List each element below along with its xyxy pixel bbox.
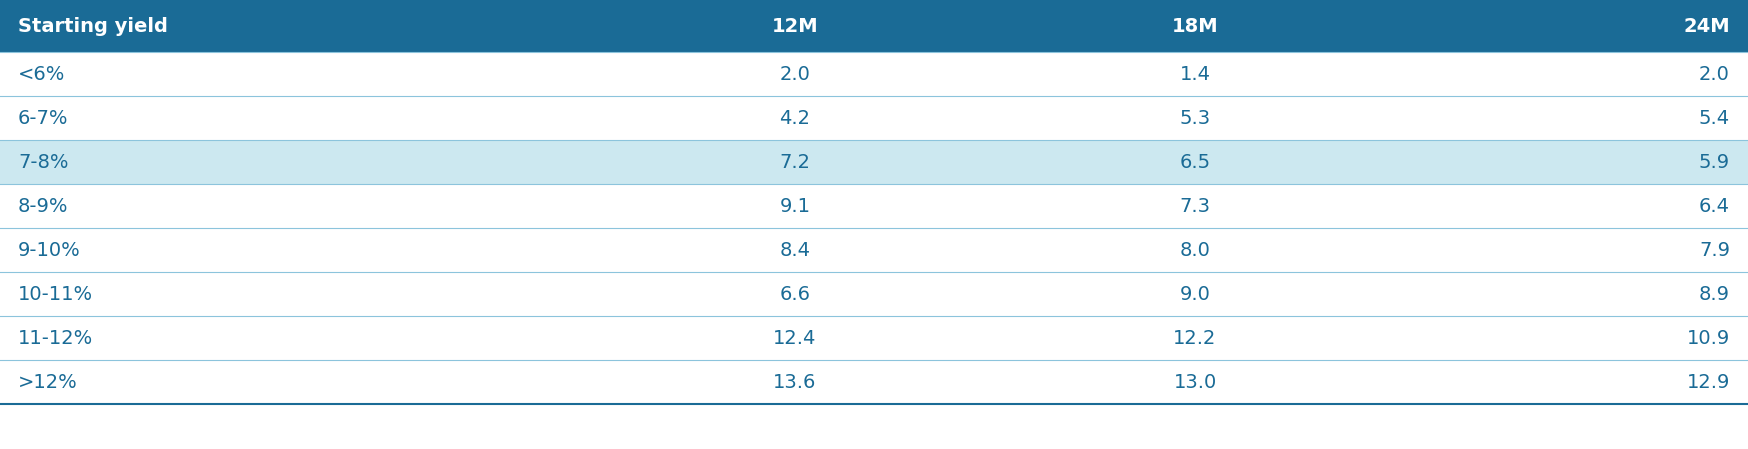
Bar: [0, 140, 1748, 184]
Text: >12%: >12%: [17, 373, 77, 392]
Text: 2.0: 2.0: [780, 65, 811, 84]
Text: 2.0: 2.0: [1699, 65, 1731, 84]
Text: 12M: 12M: [771, 17, 818, 35]
Text: 7.2: 7.2: [780, 153, 811, 172]
Text: 11-12%: 11-12%: [17, 329, 93, 348]
Bar: [0, 184, 1748, 228]
Text: 8.4: 8.4: [780, 241, 811, 260]
Text: 24M: 24M: [1683, 17, 1731, 35]
Text: 5.9: 5.9: [1699, 153, 1731, 172]
Text: Starting yield: Starting yield: [17, 17, 168, 35]
Text: 9-10%: 9-10%: [17, 241, 80, 260]
Text: 6.4: 6.4: [1699, 197, 1731, 216]
Text: 6.5: 6.5: [1180, 153, 1211, 172]
Text: 13.0: 13.0: [1173, 373, 1217, 392]
Bar: [0, 0, 1748, 52]
Text: 4.2: 4.2: [780, 109, 811, 128]
Text: 12.9: 12.9: [1687, 373, 1731, 392]
Text: 5.4: 5.4: [1699, 109, 1731, 128]
Text: 8-9%: 8-9%: [17, 197, 68, 216]
Text: 1.4: 1.4: [1180, 65, 1211, 84]
Text: 12.4: 12.4: [773, 329, 816, 348]
Text: 10.9: 10.9: [1687, 329, 1731, 348]
Text: 6.6: 6.6: [780, 285, 811, 304]
Text: 7.9: 7.9: [1699, 241, 1731, 260]
Bar: [0, 316, 1748, 360]
Bar: [0, 52, 1748, 96]
Text: 8.0: 8.0: [1180, 241, 1210, 260]
Text: 9.1: 9.1: [780, 197, 811, 216]
Text: 7.3: 7.3: [1180, 197, 1211, 216]
Text: 7-8%: 7-8%: [17, 153, 68, 172]
Bar: [0, 228, 1748, 272]
Text: <6%: <6%: [17, 65, 65, 84]
Text: 13.6: 13.6: [773, 373, 816, 392]
Bar: [0, 360, 1748, 404]
Bar: [0, 272, 1748, 316]
Text: 8.9: 8.9: [1699, 285, 1731, 304]
Text: 12.2: 12.2: [1173, 329, 1217, 348]
Text: 18M: 18M: [1171, 17, 1218, 35]
Text: 5.3: 5.3: [1180, 109, 1211, 128]
Text: 10-11%: 10-11%: [17, 285, 93, 304]
Text: 6-7%: 6-7%: [17, 109, 68, 128]
Text: 9.0: 9.0: [1180, 285, 1210, 304]
Bar: [0, 96, 1748, 140]
